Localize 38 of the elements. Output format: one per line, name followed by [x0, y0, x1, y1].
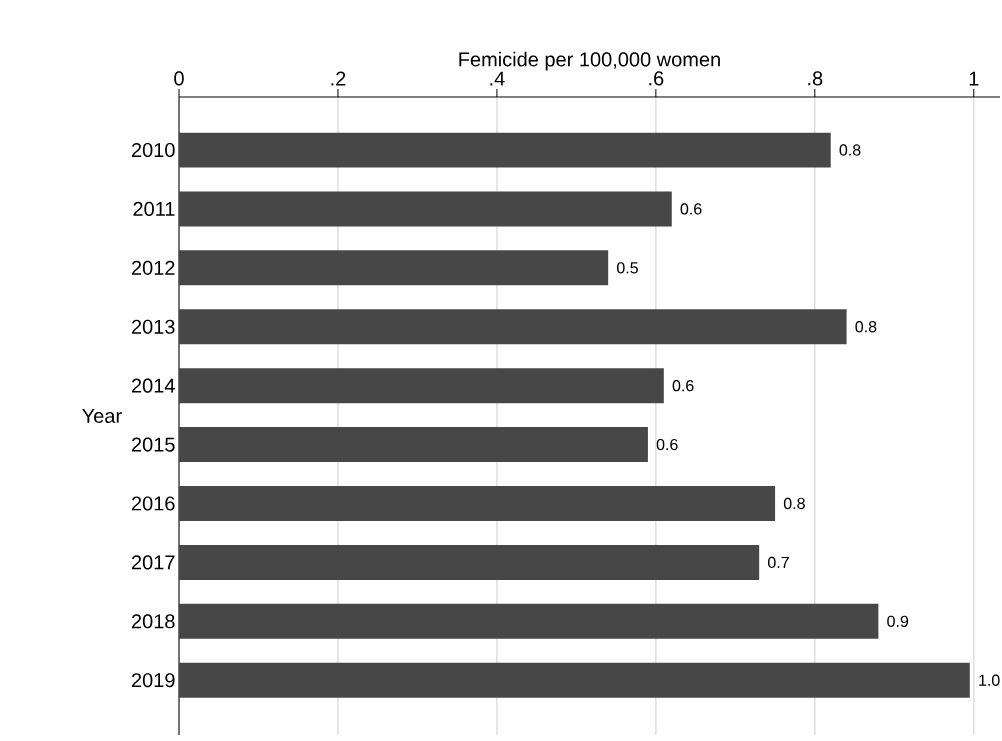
y-tick-label: 2016: [131, 496, 175, 511]
bar: [179, 132, 831, 168]
y-tick-label: 2010: [131, 142, 175, 158]
data-label: 0.5: [617, 262, 638, 274]
x-axis-title: Femicide per 100,000 women: [459, 51, 720, 71]
data-label: 0.6: [656, 438, 678, 451]
data-label: 0.7: [768, 556, 789, 569]
data-label: 0.9: [887, 615, 909, 627]
bar: [179, 427, 648, 463]
data-label: 0.6: [672, 380, 694, 392]
bar: [179, 191, 672, 227]
bar: [179, 603, 879, 639]
data-label: 1.0: [979, 674, 1000, 686]
y-tick-label: 2015: [131, 437, 175, 452]
x-tick-label: 1: [969, 71, 979, 86]
y-tick-label: 2012: [131, 260, 175, 275]
x-tick-label: 0: [174, 71, 184, 86]
y-tick-label: 2014: [131, 378, 175, 393]
bar: [179, 662, 970, 698]
data-label: 0.8: [839, 144, 861, 156]
x-tick-label: .2: [331, 71, 346, 86]
y-tick-label: 2019: [131, 673, 175, 688]
y-tick-label: 2017: [131, 555, 175, 570]
bar: [179, 368, 664, 404]
data-label: 0.8: [783, 497, 805, 510]
y-tick-label: 2011: [133, 201, 175, 216]
x-tick-label: .6: [649, 71, 664, 86]
bar: [179, 309, 847, 345]
x-tick-label: .4: [490, 71, 505, 86]
bar: [179, 544, 760, 580]
y-tick-label: 2013: [131, 319, 175, 334]
y-tick-label: 2018: [131, 614, 175, 629]
y-axis-title: Year: [82, 409, 122, 423]
data-label: 0.6: [680, 203, 702, 215]
bar: [179, 250, 609, 286]
data-label: 0.8: [855, 321, 877, 333]
bar: [179, 485, 776, 521]
x-tick-label: .8: [808, 71, 823, 86]
